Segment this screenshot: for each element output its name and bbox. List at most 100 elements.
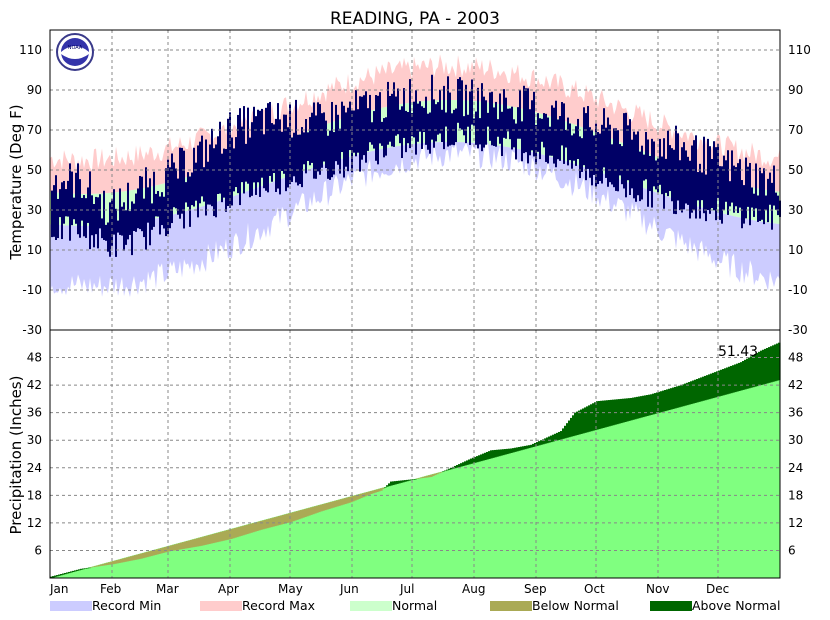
temperature-tick-left: 30 xyxy=(27,203,42,217)
precipitation-departure-bar xyxy=(214,533,217,543)
precipitation-departure-bar xyxy=(218,532,221,542)
precipitation-tick-left: 42 xyxy=(27,378,42,392)
precipitation-departure-bar xyxy=(702,376,705,401)
precipitation-departure-bar xyxy=(396,480,399,484)
precipitation-departure-bar xyxy=(416,478,419,480)
precipitation-departure-bar xyxy=(722,369,725,396)
precipitation-departure-bar xyxy=(648,394,651,416)
precipitation-departure-bar xyxy=(642,395,645,418)
precipitation-departure-bar xyxy=(350,496,353,503)
precipitation-departure-bar xyxy=(454,465,457,469)
precipitation-departure-bar xyxy=(140,553,143,559)
precipitation-departure-bar xyxy=(424,476,427,478)
precipitation-departure-bar xyxy=(548,436,551,443)
precipitation-departure-bar xyxy=(446,469,449,471)
precipitation-departure-bar xyxy=(674,386,677,409)
precipitation-departure-bar xyxy=(380,488,383,491)
plot-frames xyxy=(49,29,781,579)
precipitation-departure-bar xyxy=(496,449,499,457)
precipitation-departure-bar xyxy=(682,384,685,407)
precipitation-departure-bar xyxy=(260,520,263,530)
precipitation-departure-bar xyxy=(634,397,637,420)
precipitation-departure-bar xyxy=(126,557,129,562)
precipitation-departure-bar xyxy=(574,412,577,436)
precipitation-departure-bar xyxy=(70,571,73,573)
precipitation-departure-bar xyxy=(118,559,121,564)
precipitation-departure-bar xyxy=(370,491,373,494)
precipitation-departure-bar xyxy=(198,537,201,547)
precipitation-departure-bar xyxy=(368,491,371,495)
precipitation-departure-bar xyxy=(392,481,395,486)
precipitation-departure-bar xyxy=(476,456,479,463)
precipitation-departure-bar xyxy=(332,501,335,508)
precipitation-departure-bar xyxy=(300,510,303,519)
precipitation-departure-bar xyxy=(624,398,627,422)
month-label: Dec xyxy=(706,582,729,596)
precipitation-tick-right: 30 xyxy=(788,433,803,447)
precipitation-departure-bar xyxy=(186,541,189,549)
precipitation-departure-bar xyxy=(540,440,543,445)
precipitation-departure-bar xyxy=(512,448,515,453)
precipitation-departure-bar xyxy=(200,537,203,546)
precipitation-departure-bar xyxy=(604,400,607,428)
precipitation-departure-bar xyxy=(258,521,261,531)
precipitation-departure-bar xyxy=(310,507,313,515)
precipitation-departure-bar xyxy=(220,531,223,542)
precipitation-departure-bar xyxy=(282,514,285,525)
precipitation-departure-bar xyxy=(486,451,489,460)
precipitation-departure-bar xyxy=(190,539,193,548)
precipitation-departure-bar xyxy=(306,508,309,517)
precipitation-departure-bar xyxy=(234,527,237,538)
precipitation-departure-bar xyxy=(320,504,323,512)
precipitation-departure-bar xyxy=(700,377,703,402)
precipitation-departure-bar xyxy=(244,525,247,535)
precipitation-departure-bar xyxy=(174,544,177,551)
precipitation-departure-bar xyxy=(754,354,757,387)
precipitation-departure-bar xyxy=(384,487,387,488)
precipitation-departure-bar xyxy=(62,573,65,575)
precipitation-tick-left: 30 xyxy=(27,433,42,447)
precipitation-departure-bar xyxy=(498,449,501,457)
legend-label: Record Max xyxy=(242,598,315,613)
precipitation-departure-bar xyxy=(650,394,653,415)
temperature-tick-left: 50 xyxy=(27,163,42,177)
month-label: Feb xyxy=(100,582,121,596)
precipitation-departure-bar xyxy=(272,517,275,527)
month-label: Jul xyxy=(399,582,414,596)
precipitation-departure-bar xyxy=(756,352,759,387)
precipitation-departure-bar xyxy=(250,523,253,533)
precipitation-departure-bar xyxy=(252,523,255,533)
precipitation-departure-bar xyxy=(554,433,557,442)
precipitation-departure-bar xyxy=(458,464,461,468)
precipitation-departure-bar xyxy=(646,395,649,417)
precipitation-departure-bar xyxy=(216,532,219,543)
precipitation-departure-bar xyxy=(134,555,137,560)
precipitation-departure-bar xyxy=(84,568,87,569)
precipitation-departure-bar xyxy=(508,448,511,454)
precipitation-departure-bar xyxy=(122,558,125,563)
precipitation-departure-bar xyxy=(586,406,589,433)
precipitation-departure-bar xyxy=(284,514,287,524)
precipitation-departure-bar xyxy=(98,564,101,567)
precipitation-tick-left: 36 xyxy=(27,406,42,420)
precipitation-departure-bar xyxy=(560,431,563,440)
precipitation-departure-bar xyxy=(692,380,695,404)
temperature-tick-right: 90 xyxy=(788,83,803,97)
precipitation-departure-bar xyxy=(436,473,439,475)
precipitation-departure-bar xyxy=(178,543,181,550)
precipitation-departure-bar xyxy=(504,449,507,455)
precipitation-departure-bar xyxy=(64,572,67,575)
precipitation-departure-bar xyxy=(740,362,743,391)
precipitation-departure-bar xyxy=(744,359,747,390)
precipitation-departure-bar xyxy=(662,390,665,412)
chart-title: READING, PA - 2003 xyxy=(330,9,500,29)
precipitation-departure-bar xyxy=(366,492,369,496)
precipitation-departure-bar xyxy=(192,539,195,548)
precipitation-departure-bar xyxy=(128,556,131,562)
temperature-tick-right: 70 xyxy=(788,123,803,137)
precipitation-departure-bar xyxy=(256,522,259,532)
precipitation-departure-bar xyxy=(656,392,659,414)
precipitation-departure-bar xyxy=(132,555,135,561)
precipitation-departure-bar xyxy=(76,569,79,571)
precipitation-departure-bar xyxy=(94,566,97,567)
